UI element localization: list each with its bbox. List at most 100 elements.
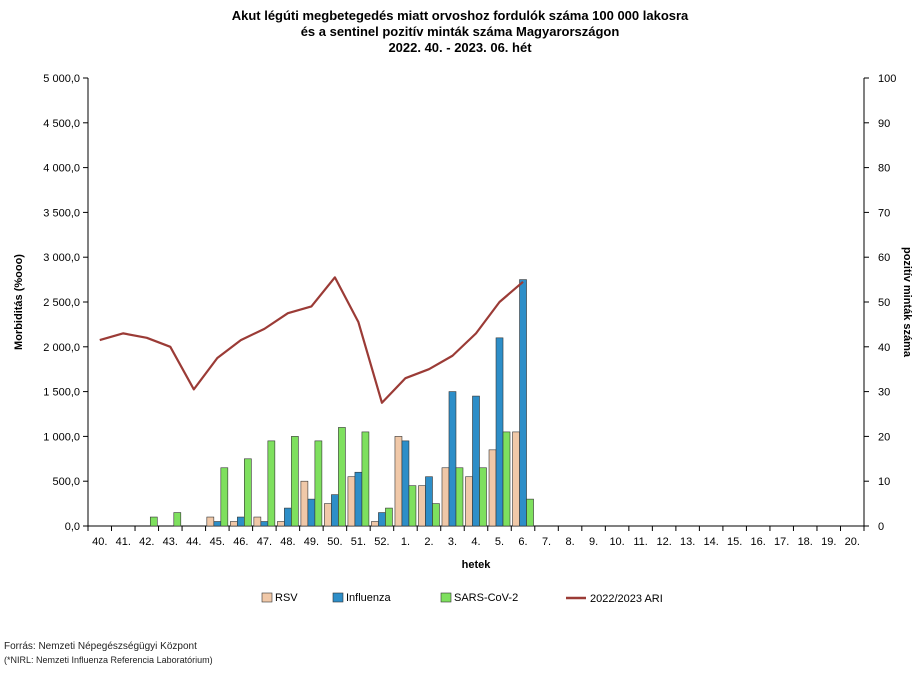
x-axis-label: hetek bbox=[462, 559, 492, 571]
x-tick-label: 18. bbox=[798, 536, 813, 548]
bar-rsv bbox=[347, 476, 356, 527]
bar-rsv bbox=[300, 480, 309, 527]
bar-sars-cov-2 bbox=[432, 503, 440, 527]
legend-swatch-influenza bbox=[332, 592, 344, 603]
bar-sars-cov-2 bbox=[220, 467, 229, 527]
x-tick-label: 12. bbox=[656, 536, 671, 548]
x-tick-label: 10. bbox=[609, 536, 624, 548]
y-left-tick-label: 2 500,0 bbox=[43, 297, 80, 309]
bar-influenza bbox=[331, 494, 339, 527]
y-left-tick-label: 4 500,0 bbox=[43, 118, 80, 130]
x-tick-label: 19. bbox=[821, 536, 836, 548]
x-tick-label: 48. bbox=[280, 536, 295, 548]
x-tick-label: 2. bbox=[424, 536, 433, 548]
x-tick-label: 51. bbox=[351, 536, 366, 548]
bar-influenza bbox=[472, 395, 480, 527]
x-tick-label: 42. bbox=[139, 536, 154, 548]
y-right-tick-label: 60 bbox=[878, 252, 890, 264]
legend-label-sars-cov-2: SARS-CoV-2 bbox=[454, 592, 518, 604]
legend-swatch-rsv bbox=[261, 592, 273, 603]
x-tick-label: 52. bbox=[374, 536, 389, 548]
y-right-tick-label: 70 bbox=[878, 207, 890, 219]
legend-label-rsv: RSV bbox=[275, 592, 298, 604]
x-tick-label: 44. bbox=[186, 536, 201, 548]
bar-sars-cov-2 bbox=[244, 458, 252, 527]
x-tick-label: 50. bbox=[327, 536, 342, 548]
bar-sars-cov-2 bbox=[455, 467, 464, 527]
y-left-tick-label: 3 500,0 bbox=[43, 207, 80, 219]
y-right-tick-label: 30 bbox=[878, 387, 890, 399]
bar-influenza bbox=[213, 521, 222, 527]
legend-swatch-sars-cov-2 bbox=[440, 592, 452, 603]
bar-influenza bbox=[378, 512, 386, 527]
bar-rsv bbox=[206, 516, 215, 527]
x-tick-label: 4. bbox=[471, 536, 480, 548]
bar-sars-cov-2 bbox=[526, 498, 534, 527]
y-left-tick-label: 0,0 bbox=[65, 521, 80, 533]
x-tick-label: 8. bbox=[565, 536, 574, 548]
y-left-tick-label: 5 000,0 bbox=[43, 73, 80, 85]
y-right-tick-label: 100 bbox=[878, 73, 896, 85]
x-tick-label: 41. bbox=[116, 536, 131, 548]
x-tick-label: 15. bbox=[727, 536, 742, 548]
bar-sars-cov-2 bbox=[149, 516, 158, 527]
bar-influenza bbox=[237, 516, 245, 527]
bar-influenza bbox=[284, 507, 292, 527]
x-tick-label: 11. bbox=[633, 536, 647, 548]
y-left-axis-label: Morbiditás (%ooo) bbox=[13, 254, 25, 350]
bar-rsv bbox=[324, 503, 332, 527]
y-left-tick-label: 1 500,0 bbox=[43, 387, 80, 399]
bar-influenza bbox=[401, 440, 410, 527]
x-tick-label: 3. bbox=[448, 536, 457, 548]
bar-influenza bbox=[354, 471, 363, 527]
x-tick-label: 20. bbox=[845, 536, 860, 548]
y-right-tick-label: 90 bbox=[878, 118, 890, 130]
x-tick-label: 40. bbox=[92, 536, 107, 548]
bar-influenza bbox=[260, 521, 269, 527]
x-tick-label: 13. bbox=[680, 536, 695, 548]
bar-rsv bbox=[277, 521, 285, 527]
x-tick-label: 6. bbox=[518, 536, 527, 548]
x-tick-label: 46. bbox=[233, 536, 248, 548]
chart-title-line-2: és a sentinel pozitív minták száma Magya… bbox=[300, 24, 620, 39]
bar-sars-cov-2 bbox=[338, 427, 346, 527]
legend-label-influenza: Influenza bbox=[346, 592, 392, 604]
x-tick-label: 43. bbox=[163, 536, 178, 548]
bar-rsv bbox=[230, 521, 238, 527]
chart-title-line-3: 2022. 40. - 2023. 06. hét bbox=[388, 40, 532, 55]
x-tick-label: 17. bbox=[774, 536, 789, 548]
bar-influenza bbox=[307, 498, 316, 527]
bar-rsv bbox=[394, 436, 403, 527]
y-left-tick-label: 500,0 bbox=[52, 476, 80, 488]
x-tick-label: 47. bbox=[257, 536, 272, 548]
source-line-1: Forrás: Nemzeti Népegészségügyi Központ bbox=[4, 641, 197, 652]
x-tick-label: 45. bbox=[210, 536, 225, 548]
bar-sars-cov-2 bbox=[385, 507, 393, 527]
bar-sars-cov-2 bbox=[479, 467, 487, 527]
y-right-axis-label: pozitív minták száma bbox=[901, 247, 913, 358]
chart-title: Akut légúti megbetegedés miatt orvoshoz … bbox=[0, 8, 920, 56]
bar-sars-cov-2 bbox=[314, 440, 323, 527]
bar-sars-cov-2 bbox=[408, 485, 417, 527]
bar-rsv bbox=[371, 521, 379, 527]
x-tick-label: 9. bbox=[589, 536, 598, 548]
y-right-tick-label: 20 bbox=[878, 431, 890, 443]
y-left-tick-label: 4 000,0 bbox=[43, 163, 80, 175]
y-right-tick-label: 50 bbox=[878, 297, 890, 309]
bar-sars-cov-2 bbox=[361, 431, 370, 527]
y-right-tick-label: 10 bbox=[878, 476, 890, 488]
x-tick-label: 49. bbox=[304, 536, 319, 548]
y-right-tick-label: 40 bbox=[878, 342, 890, 354]
y-left-tick-label: 2 000,0 bbox=[43, 342, 80, 354]
bar-influenza bbox=[448, 391, 457, 527]
bar-rsv bbox=[465, 476, 473, 527]
x-tick-label: 1. bbox=[401, 536, 410, 548]
x-tick-label: 5. bbox=[495, 536, 504, 548]
y-left-tick-label: 3 000,0 bbox=[43, 252, 80, 264]
chart-title-line-1: Akut légúti megbetegedés miatt orvoshoz … bbox=[231, 8, 689, 23]
y-right-tick-label: 80 bbox=[878, 163, 890, 175]
bar-rsv bbox=[253, 516, 262, 527]
x-tick-label: 7. bbox=[542, 536, 551, 548]
bar-influenza bbox=[519, 279, 527, 527]
y-right-tick-label: 0 bbox=[878, 521, 884, 533]
